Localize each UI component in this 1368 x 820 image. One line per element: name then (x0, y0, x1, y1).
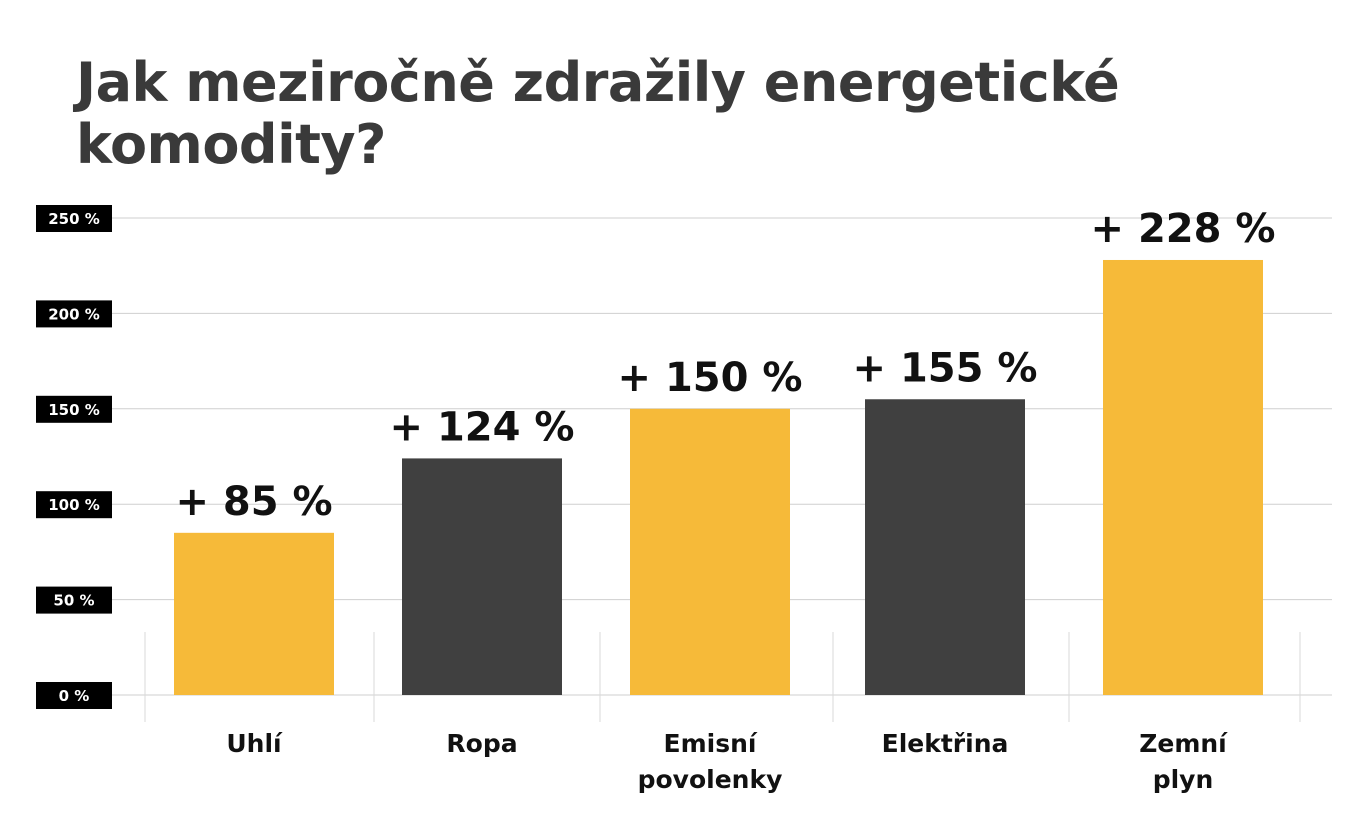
data-label: + 155 % (853, 345, 1038, 391)
value-labels: + 85 % + 124 % + 150 % + 155 % + 228 % (175, 206, 1275, 525)
data-label: + 124 % (390, 404, 575, 450)
y-tick-box (36, 586, 112, 614)
y-tick-box (36, 300, 112, 328)
bar (174, 532, 334, 695)
x-tick-label: Zemní (1139, 729, 1228, 758)
x-tick-label: plyn (1153, 765, 1214, 794)
bar (402, 458, 562, 695)
data-label: + 85 % (175, 479, 332, 525)
y-axis-ticks: 0 % 50 % 100 % 150 % 200 % 250 % (36, 205, 112, 709)
x-tick-label: Emisní (664, 729, 758, 758)
y-tick-label: 50 % (53, 592, 94, 610)
x-tick-label: Uhlí (226, 729, 283, 758)
y-tick-label: 250 % (48, 210, 100, 228)
x-tick-label: povolenky (638, 765, 783, 794)
category-labels: Uhlí Ropa Emisní povolenky Elektřina Zemní ply… (226, 729, 1228, 794)
bar (865, 399, 1025, 695)
y-tick-label: 150 % (48, 401, 100, 419)
x-tick-label: Elektřina (882, 729, 1009, 758)
bars (174, 259, 1263, 695)
chart-title: Jak meziročně zdražily energetické komod… (76, 51, 1120, 176)
bar (630, 408, 790, 695)
y-tick-box (36, 395, 112, 423)
data-label: + 228 % (1091, 206, 1276, 252)
data-label: + 150 % (618, 355, 803, 401)
y-tick-label: 200 % (48, 305, 100, 323)
y-tick-box (36, 682, 112, 709)
y-tick-label: 0 % (59, 687, 90, 705)
y-tick-box (36, 205, 112, 232)
y-tick-label: 100 % (48, 496, 100, 514)
y-tick-box (36, 491, 112, 519)
x-tick-label: Ropa (446, 729, 517, 758)
bar (1103, 259, 1263, 695)
